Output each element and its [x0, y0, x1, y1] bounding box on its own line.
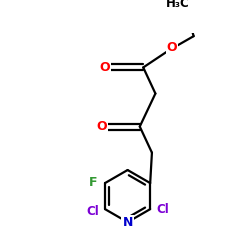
Text: O: O [166, 41, 177, 54]
Text: H₃C: H₃C [166, 0, 190, 10]
Text: N: N [122, 216, 133, 229]
Text: O: O [96, 120, 107, 133]
Text: O: O [100, 61, 110, 74]
Text: Cl: Cl [156, 203, 169, 216]
Text: Cl: Cl [86, 205, 99, 218]
Text: F: F [88, 176, 97, 189]
